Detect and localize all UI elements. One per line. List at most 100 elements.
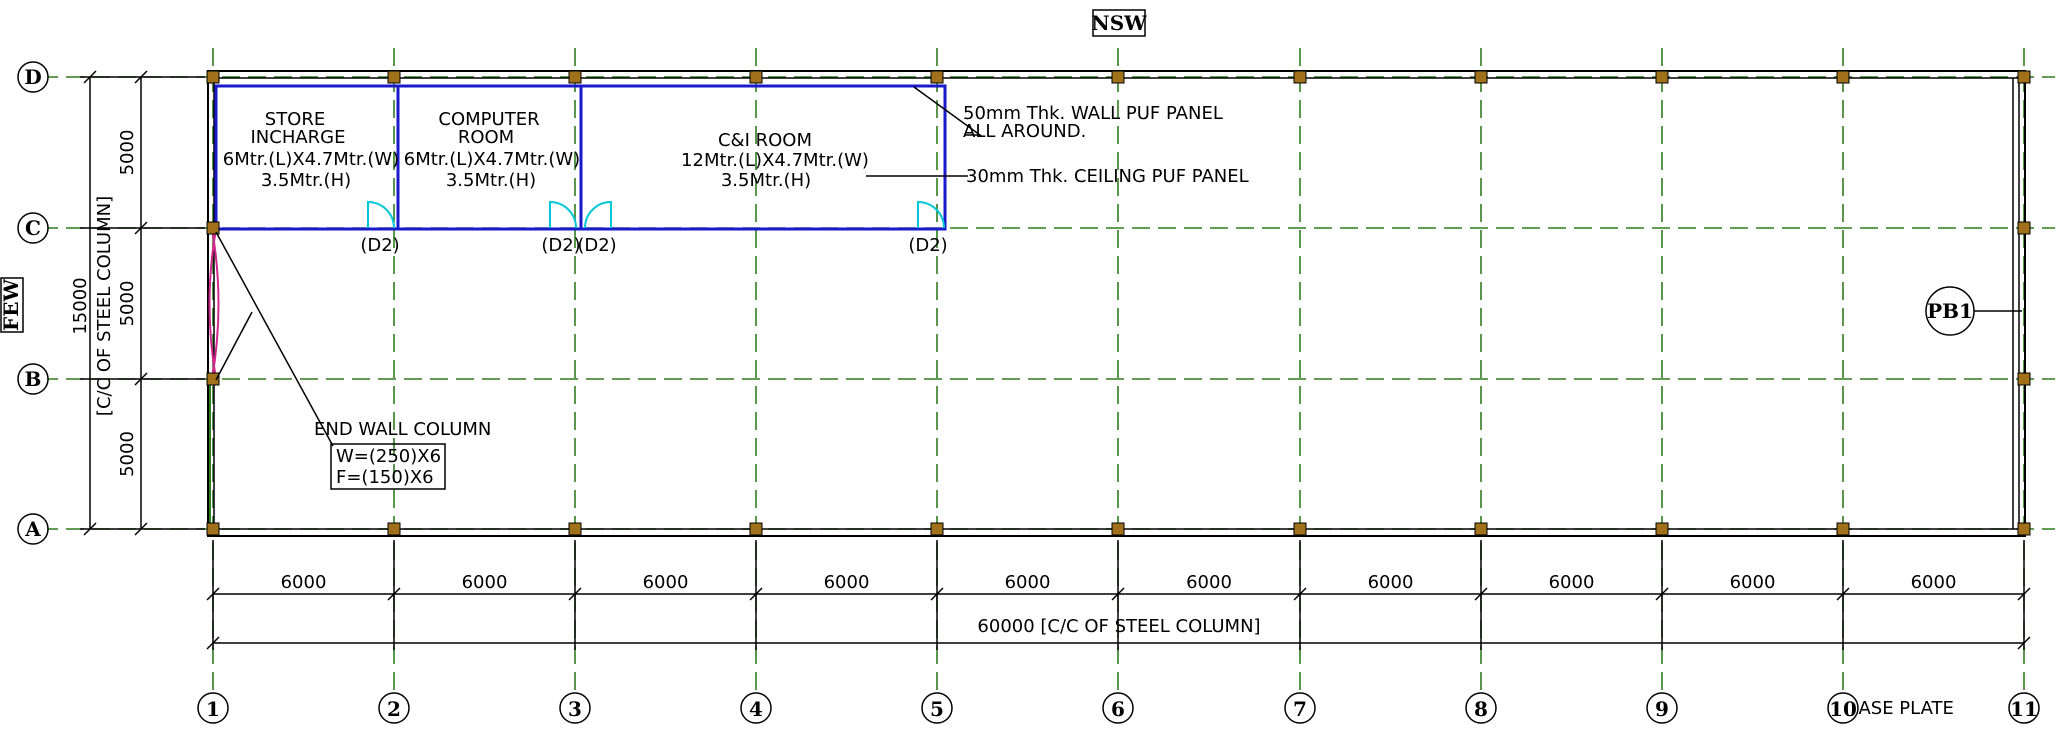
bay-dimension: 6000 <box>824 572 870 593</box>
steel-column <box>568 522 582 536</box>
room-name: STORE <box>265 109 325 130</box>
note-end-wall-column: END WALL COLUMN <box>314 419 491 440</box>
bay-dimension: 6000 <box>1186 572 1232 593</box>
steel-column <box>206 522 220 536</box>
column-grid-bubble <box>1284 692 1316 724</box>
column-grid-bubble <box>559 692 591 724</box>
steel-column <box>749 522 763 536</box>
door-swing <box>367 200 395 229</box>
column-grid-bubble <box>1827 692 1859 724</box>
room-size: 6Mtr.(L)X4.7Mtr.(W) <box>223 149 399 170</box>
room-partitions <box>214 84 947 231</box>
dimension-tick <box>134 70 148 84</box>
column-grid-label: 2 <box>387 697 401 721</box>
column-grid-bubbles: 1 2 3 4 5 6 7 8 9 10 11 <box>197 692 2040 724</box>
room-name: COMPUTER <box>438 109 539 130</box>
pb1-bubble <box>1925 286 1975 336</box>
base-plate-label: BASE PLATE <box>1846 698 1954 719</box>
dimension-tick <box>83 70 97 84</box>
column-grid-label: 10 <box>1829 697 1857 721</box>
room-height: 3.5Mtr.(H) <box>261 170 351 191</box>
row-dimensions: 5000 5000 5000 <box>117 130 138 477</box>
row-dimension: 5000 <box>117 431 138 477</box>
leader-lines <box>215 86 2022 447</box>
steel-column <box>2017 221 2031 235</box>
nsw-tag: NSW <box>1091 11 1147 35</box>
steel-column <box>1474 522 1488 536</box>
steel-column <box>2017 70 2031 84</box>
dimension-tick <box>134 522 148 536</box>
steel-column <box>206 221 220 235</box>
row-grid-bubbles: A B C D <box>17 61 49 545</box>
column-grid-label: 8 <box>1474 697 1488 721</box>
dimension-tick <box>83 522 97 536</box>
room-height: 3.5Mtr.(H) <box>721 170 811 191</box>
dimension-tick <box>134 221 148 235</box>
note-wall-panel: 50mm Thk. WALL PUF PANEL <box>963 103 1223 124</box>
dimension-tick <box>1655 587 1669 601</box>
end-wall-spec-box <box>330 443 446 490</box>
steel-column <box>568 70 582 84</box>
steel-column <box>1111 522 1125 536</box>
column-grid-label: 7 <box>1293 697 1307 721</box>
row-grid-label: C <box>25 216 41 240</box>
row-grid-label: B <box>25 367 42 391</box>
room-name: ROOM <box>458 127 514 148</box>
row-grid-bubble <box>17 513 49 545</box>
dimension-tick <box>1293 587 1307 601</box>
dimension-tick <box>1836 587 1850 601</box>
steel-column <box>930 70 944 84</box>
row-grid-label: A <box>24 517 41 541</box>
bay-dimension: 6000 <box>1005 572 1051 593</box>
door-tag: (D2) <box>908 235 947 256</box>
bay-dimension: 6000 <box>1911 572 1957 593</box>
bay-dimension: 6000 <box>1730 572 1776 593</box>
steel-column <box>387 522 401 536</box>
steel-column <box>206 372 220 386</box>
row-grid-label: D <box>24 65 41 89</box>
few-tag-box <box>0 277 24 333</box>
steel-column <box>1836 70 1850 84</box>
door-tag: (D2) <box>577 235 616 256</box>
steel-column <box>1836 522 1850 536</box>
column-grid-label: 5 <box>930 697 944 721</box>
bay-dimension: 6000 <box>1549 572 1595 593</box>
steel-column <box>2017 522 2031 536</box>
room-size: 12Mtr.(L)X4.7Mtr.(W) <box>681 150 869 171</box>
door-swing <box>549 200 577 229</box>
steel-column <box>1474 70 1488 84</box>
column-grid-bubble <box>1646 692 1678 724</box>
column-grid-label: 11 <box>2010 697 2038 721</box>
dimension-tick <box>930 587 944 601</box>
column-grid-label: 4 <box>749 697 763 721</box>
bay-dimension: 6000 <box>643 572 689 593</box>
column-grid-bubble <box>1102 692 1134 724</box>
row-grid-bubble <box>17 212 49 244</box>
steel-column <box>387 70 401 84</box>
bay-dimension: 6000 <box>281 572 327 593</box>
steel-columns <box>206 70 2031 536</box>
steel-column <box>1293 70 1307 84</box>
column-grid-bubble <box>1465 692 1497 724</box>
door-tag: (D2) <box>541 235 580 256</box>
room-store-incharge: STORE INCHARGE 6Mtr.(L)X4.7Mtr.(W) 3.5Mt… <box>223 109 399 191</box>
end-wall-w-spec: W=(250)X6 <box>336 446 441 467</box>
bay-dimension: 6000 <box>462 572 508 593</box>
room-height: 3.5Mtr.(H) <box>446 170 536 191</box>
door-swing <box>917 200 945 229</box>
doors <box>367 200 945 229</box>
steel-column <box>930 522 944 536</box>
bay-dimensions: 6000 6000 6000 6000 6000 6000 6000 6000 6000 6000 <box>281 572 1957 593</box>
room-name: INCHARGE <box>250 127 345 148</box>
overall-length-dimension: 60000 [C/C OF STEEL COLUMN] <box>977 616 1260 637</box>
dimension-tick <box>568 587 582 601</box>
dimension-tick <box>749 587 763 601</box>
steel-column <box>2017 372 2031 386</box>
steel-column <box>1111 70 1125 84</box>
column-grid-label: 3 <box>568 697 582 721</box>
door-tag: (D2) <box>360 235 399 256</box>
steel-column <box>1655 522 1669 536</box>
note-wall-panel-2: ALL AROUND. <box>963 121 1086 142</box>
dimension-tick <box>387 587 401 601</box>
